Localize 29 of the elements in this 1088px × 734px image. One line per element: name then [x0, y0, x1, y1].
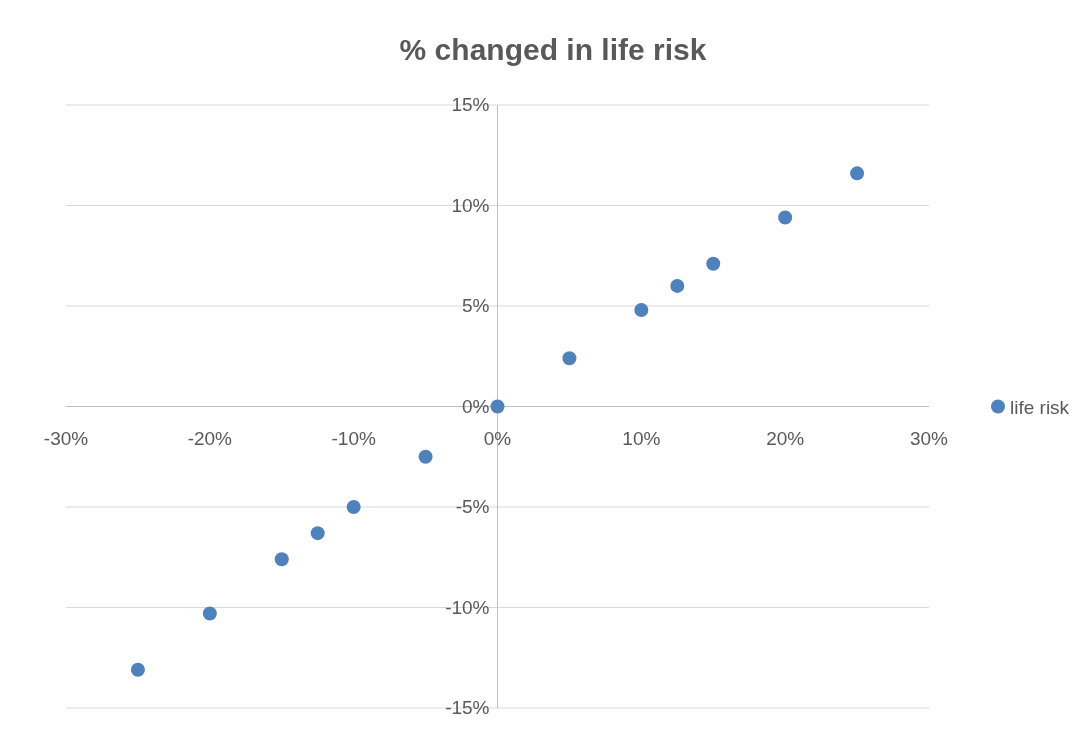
y-tick-label: -15%: [445, 697, 490, 718]
x-tick-label: 20%: [766, 427, 805, 449]
point: [202, 606, 217, 621]
y-tick-label: -5%: [455, 496, 490, 517]
point: [850, 166, 865, 181]
point: [274, 552, 289, 567]
y-tick-label: 15%: [451, 94, 490, 115]
x-tick-label: -30%: [43, 427, 89, 449]
point: [418, 449, 433, 464]
point: [562, 351, 577, 366]
point: [634, 303, 649, 318]
point: [706, 256, 721, 271]
point: [346, 500, 361, 514]
y-tick-label: 10%: [451, 194, 490, 216]
x-tick-label: 30%: [909, 427, 949, 449]
chart-title: % changed in life risk: [399, 33, 707, 66]
y-tick-label: -10%: [445, 596, 490, 618]
point: [778, 210, 793, 225]
x-tick-label: 10%: [622, 427, 661, 449]
x-tick-label: -10%: [331, 427, 376, 449]
x-tick-label: -20%: [187, 427, 233, 449]
point: [130, 662, 145, 677]
x-tick-label: 0%: [483, 427, 512, 449]
point: [310, 526, 325, 541]
legend-label: life risk: [1010, 396, 1070, 418]
y-tick-label: 0%: [462, 395, 490, 417]
point: [670, 278, 685, 293]
point: [490, 399, 505, 414]
y-tick-label: 5%: [462, 295, 490, 316]
